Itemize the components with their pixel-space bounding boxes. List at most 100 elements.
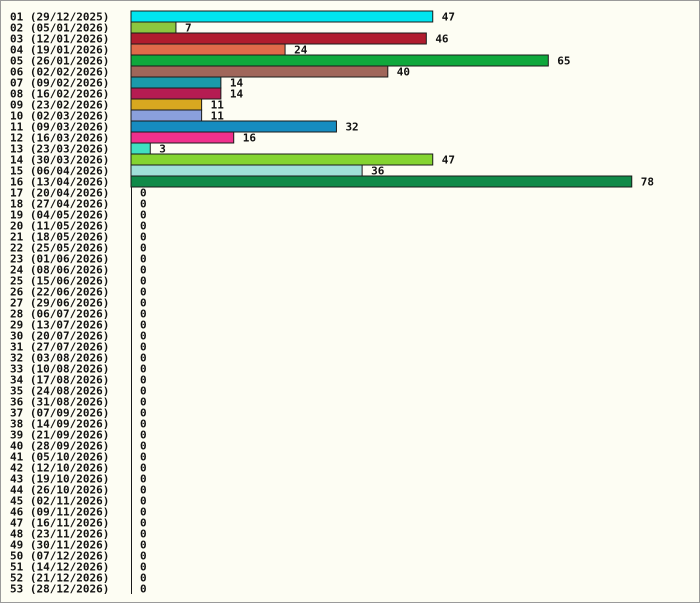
bar <box>130 120 337 133</box>
value-label: 32 <box>345 121 358 134</box>
value-label: 0 <box>140 198 147 211</box>
value-label: 0 <box>140 308 147 321</box>
bar <box>130 43 286 56</box>
category-label: 08 (16/02/2026) <box>10 88 109 101</box>
category-label: 30 (20/07/2026) <box>10 330 109 343</box>
value-label: 0 <box>140 451 147 464</box>
value-label: 0 <box>140 264 147 277</box>
category-label: 47 (16/11/2026) <box>10 517 109 530</box>
value-label: 0 <box>140 319 147 332</box>
value-label: 0 <box>140 286 147 299</box>
category-label: 33 (10/08/2026) <box>10 363 109 376</box>
category-label: 20 (11/05/2026) <box>10 220 109 233</box>
value-label: 7 <box>185 22 192 35</box>
value-label: 0 <box>140 506 147 519</box>
value-label: 0 <box>140 539 147 552</box>
value-labels: 4774624654014141111321634736780000000000… <box>140 11 654 596</box>
value-label: 0 <box>140 341 147 354</box>
category-label: 27 (29/06/2026) <box>10 297 109 310</box>
value-label: 0 <box>140 242 147 255</box>
value-label: 0 <box>140 363 147 376</box>
value-label: 0 <box>140 275 147 288</box>
category-label: 04 (19/01/2026) <box>10 44 109 57</box>
bar <box>130 54 549 67</box>
category-label: 10 (02/03/2026) <box>10 110 109 123</box>
value-label: 0 <box>140 209 147 222</box>
category-label: 03 (12/01/2026) <box>10 33 109 46</box>
value-label: 3 <box>159 143 166 156</box>
category-label: 45 (02/11/2026) <box>10 495 109 508</box>
bar <box>130 109 203 122</box>
category-label: 21 (18/05/2026) <box>10 231 109 244</box>
category-label: 37 (07/09/2026) <box>10 407 109 420</box>
value-label: 0 <box>140 231 147 244</box>
category-label: 16 (13/04/2026) <box>10 176 109 189</box>
value-label: 0 <box>140 187 147 200</box>
category-label: 01 (29/12/2025) <box>10 11 109 24</box>
category-label: 24 (08/06/2026) <box>10 264 109 277</box>
category-label: 12 (16/03/2026) <box>10 132 109 145</box>
category-label: 18 (27/04/2026) <box>10 198 109 211</box>
value-label: 14 <box>230 77 244 90</box>
bar <box>130 142 151 155</box>
category-label: 53 (28/12/2026) <box>10 583 109 596</box>
category-label: 19 (04/05/2026) <box>10 209 109 222</box>
value-label: 0 <box>140 440 147 453</box>
value-label: 11 <box>211 99 225 112</box>
bar <box>130 32 427 45</box>
value-label: 36 <box>371 165 385 178</box>
category-label: 46 (09/11/2026) <box>10 506 109 519</box>
category-label: 42 (12/10/2026) <box>10 462 109 475</box>
category-label: 51 (14/12/2026) <box>10 561 109 574</box>
category-label: 34 (17/08/2026) <box>10 374 109 387</box>
bar <box>130 98 203 111</box>
value-label: 0 <box>140 528 147 541</box>
value-label: 16 <box>243 132 257 145</box>
category-label: 39 (21/09/2026) <box>10 429 109 442</box>
value-label: 24 <box>294 44 308 57</box>
value-label: 0 <box>140 374 147 387</box>
category-label: 13 (23/03/2026) <box>10 143 109 156</box>
category-label: 48 (23/11/2026) <box>10 528 109 541</box>
category-label: 14 (30/03/2026) <box>10 154 109 167</box>
category-label: 15 (06/04/2026) <box>10 165 109 178</box>
bar <box>130 175 633 188</box>
value-label: 0 <box>140 407 147 420</box>
value-label: 0 <box>140 352 147 365</box>
category-label: 17 (20/04/2026) <box>10 187 109 200</box>
category-label: 32 (03/08/2026) <box>10 352 109 365</box>
value-label: 0 <box>140 297 147 310</box>
value-label: 0 <box>140 561 147 574</box>
value-label: 0 <box>140 473 147 486</box>
category-label: 26 (22/06/2026) <box>10 286 109 299</box>
category-label: 22 (25/05/2026) <box>10 242 109 255</box>
category-label: 05 (26/01/2026) <box>10 55 109 68</box>
value-label: 0 <box>140 330 147 343</box>
category-label: 52 (21/12/2026) <box>10 572 109 585</box>
value-label: 65 <box>557 55 570 68</box>
bar <box>130 76 222 89</box>
bar <box>130 21 177 34</box>
category-label: 25 (15/06/2026) <box>10 275 109 288</box>
value-label: 0 <box>140 583 147 596</box>
category-label: 38 (14/09/2026) <box>10 418 109 431</box>
category-label: 50 (07/12/2026) <box>10 550 109 563</box>
value-label: 0 <box>140 550 147 563</box>
value-label: 47 <box>442 11 455 24</box>
category-label: 41 (05/10/2026) <box>10 451 109 464</box>
category-label: 43 (19/10/2026) <box>10 473 109 486</box>
value-label: 0 <box>140 418 147 431</box>
value-label: 0 <box>140 220 147 233</box>
category-label: 07 (09/02/2026) <box>10 77 109 90</box>
category-label: 02 (05/01/2026) <box>10 22 109 35</box>
value-label: 0 <box>140 572 147 585</box>
bar <box>130 10 434 23</box>
category-label: 40 (28/09/2026) <box>10 440 109 453</box>
value-label: 0 <box>140 484 147 497</box>
category-label: 29 (13/07/2026) <box>10 319 109 332</box>
bar <box>130 65 389 78</box>
category-labels: 01 (29/12/2025)02 (05/01/2026)03 (12/01/… <box>10 11 109 596</box>
value-label: 14 <box>230 88 244 101</box>
